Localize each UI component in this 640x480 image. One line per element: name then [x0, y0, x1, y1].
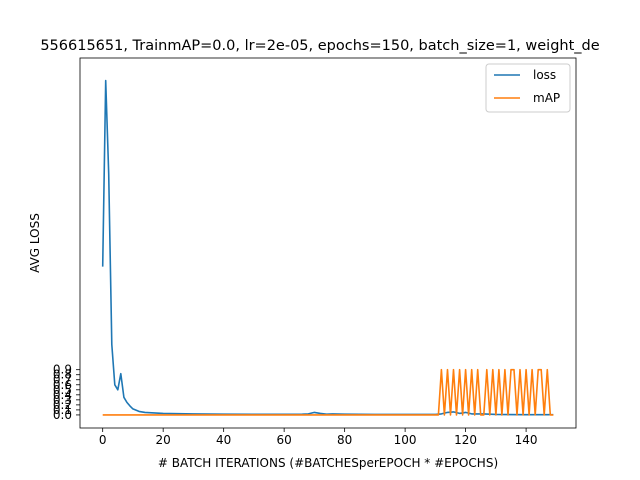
series-line-loss	[101, 79, 554, 416]
y-tick-label: 0.2	[53, 398, 72, 412]
y-tick-label: 0.5	[53, 383, 72, 397]
y-tick-label: 0.0	[53, 408, 72, 422]
x-tick-label: 120	[454, 433, 477, 447]
x-tick-label: 140	[515, 433, 538, 447]
legend-label-map: mAP	[533, 91, 560, 105]
plot-area	[101, 79, 554, 416]
y-tick-label: 0.8	[53, 368, 72, 382]
y-tick-label: 0.6	[53, 378, 72, 392]
y-tick-label: 0.9	[53, 363, 72, 377]
series-line-map	[102, 368, 554, 416]
legend: loss mAP	[485, 63, 571, 113]
y-axis: 0.00.10.20.30.40.50.60.70.80.9	[53, 363, 80, 422]
x-axis: 0 20 40 60 80 100 120 140	[99, 428, 538, 447]
y-tick-label: 0.3	[53, 393, 72, 407]
x-tick-label: 80	[337, 433, 352, 447]
x-tick-label: 40	[216, 433, 231, 447]
y-tick-label: 0.4	[53, 388, 72, 402]
y-tick-label: 0.1	[53, 403, 72, 417]
x-tick-label: 100	[394, 433, 417, 447]
chart-title: 556615651, TrainmAP=0.0, lr=2e-05, epoch…	[40, 38, 599, 54]
x-axis-label: # BATCH ITERATIONS (#BATCHESperEPOCH * #…	[158, 456, 498, 470]
y-tick-label: 0.7	[53, 373, 72, 387]
x-tick-label: 0	[99, 433, 107, 447]
x-tick-label: 60	[277, 433, 292, 447]
axes-frame	[79, 57, 577, 429]
legend-frame	[485, 63, 571, 113]
x-tick-label: 20	[156, 433, 171, 447]
legend-label-loss: loss	[533, 68, 556, 82]
y-axis-label: AVG LOSS	[28, 213, 42, 273]
